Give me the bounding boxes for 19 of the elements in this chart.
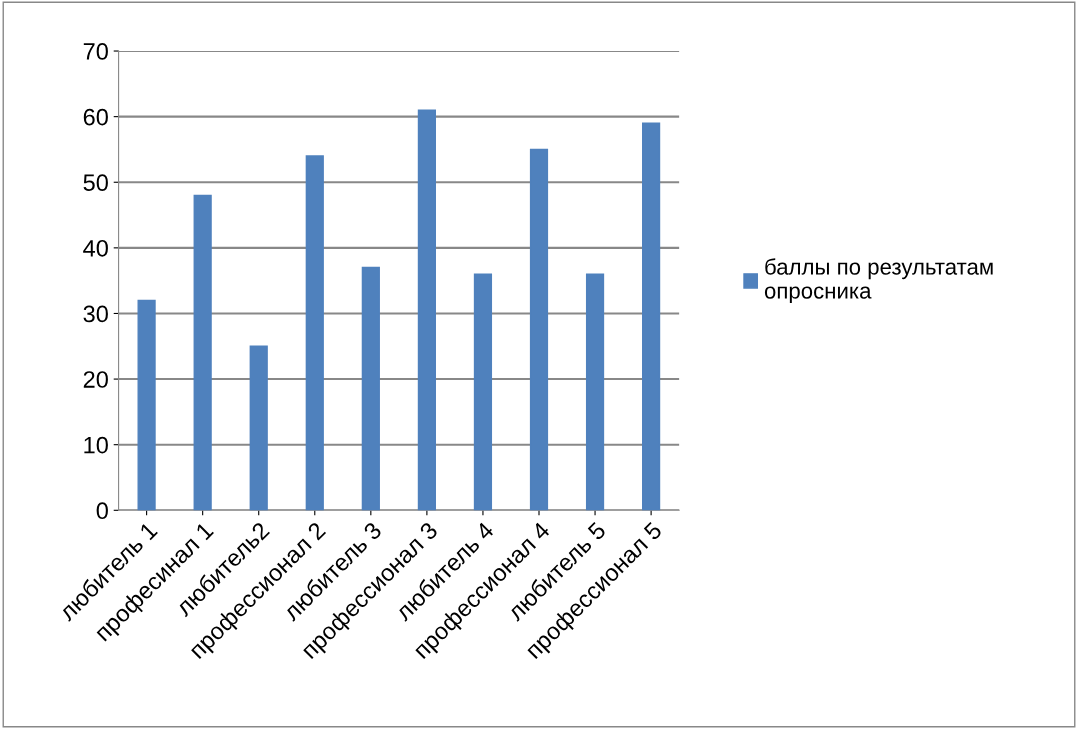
y-tick-label: 0 bbox=[96, 502, 108, 520]
bar bbox=[361, 266, 380, 511]
y-tick-label: 50 bbox=[83, 174, 108, 192]
bar bbox=[137, 299, 156, 511]
y-tick-label: 60 bbox=[83, 108, 108, 126]
y-tick-label: 40 bbox=[83, 239, 108, 257]
bar bbox=[249, 345, 268, 511]
y-tick-label: 70 bbox=[83, 43, 108, 60]
y-tick-label: 30 bbox=[83, 305, 108, 323]
bar bbox=[529, 148, 549, 511]
bar bbox=[585, 273, 605, 511]
bar bbox=[417, 109, 436, 511]
bar bbox=[305, 155, 324, 511]
legend-label: баллы по результатам опросника bbox=[764, 258, 993, 304]
bar bbox=[642, 122, 661, 511]
y-tick-label: 10 bbox=[84, 436, 108, 454]
bar bbox=[473, 273, 493, 511]
bar bbox=[193, 194, 212, 511]
y-tick-label: 20 bbox=[83, 371, 108, 388]
